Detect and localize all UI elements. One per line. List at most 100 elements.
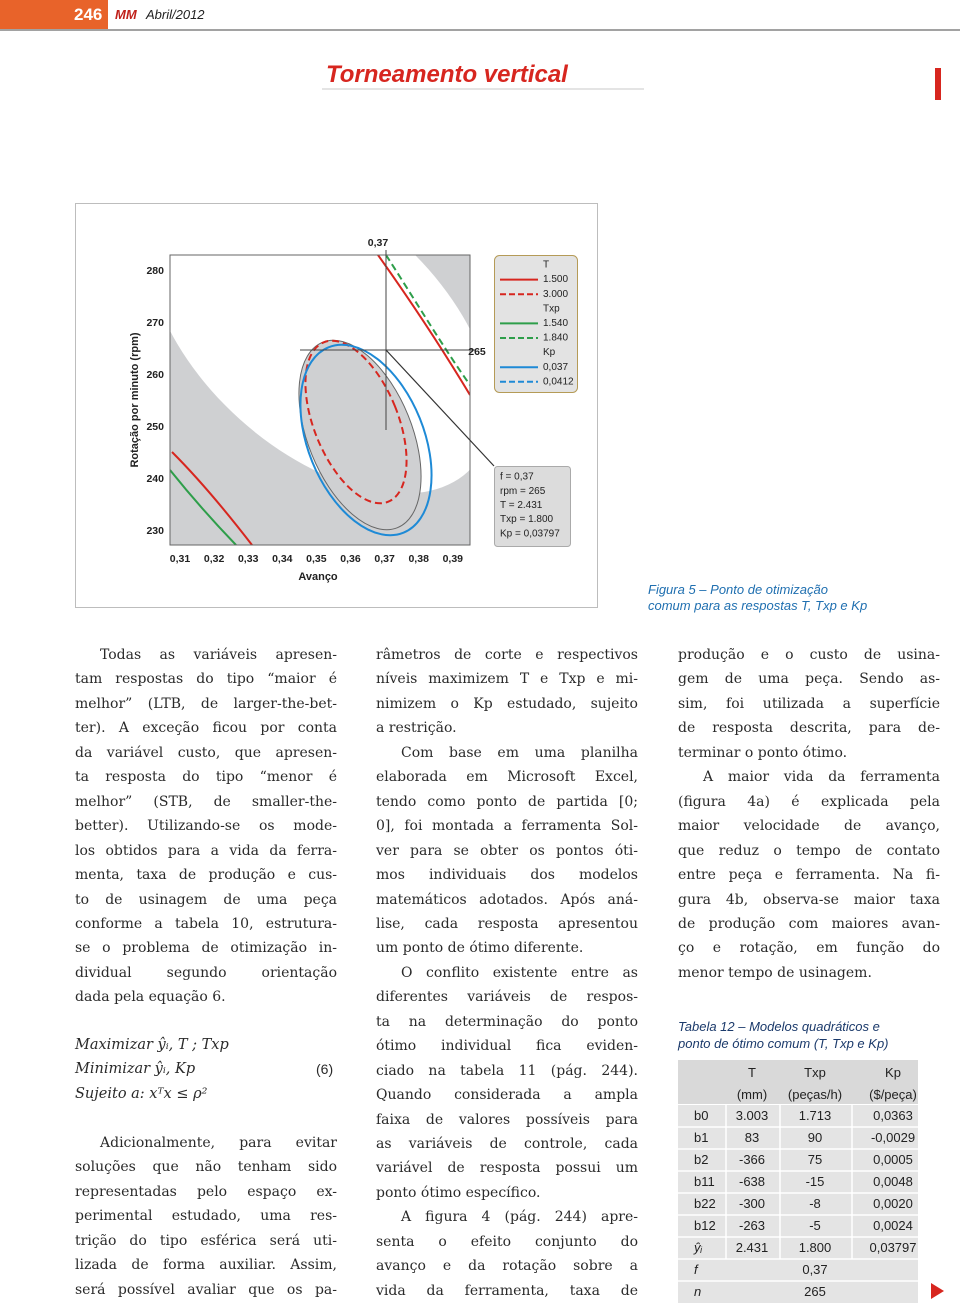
y-axis-label: Rotação por minuto (rpm) <box>129 332 141 467</box>
body-text-line: ciado na tabela 11 (pág. 244). <box>376 1062 638 1079</box>
body-text-line: gura 4b, observa-se maior taxa <box>678 891 940 908</box>
equation-number: (6) <box>316 1061 334 1077</box>
body-text-line: avanço e da rotação sobre a <box>376 1258 638 1275</box>
body-text-line: de produção com maiores avan- <box>678 915 940 932</box>
legend-group-title: Kp <box>543 347 556 358</box>
table-cell: 1.800 <box>798 1240 832 1255</box>
table-row-label: b0 <box>694 1108 709 1123</box>
contour-t-3000 <box>304 339 408 505</box>
body-text-line: (figura 4a) é explicada pela <box>678 793 940 810</box>
x-tick-label: 0,37 <box>374 553 395 565</box>
table-caption: Tabela 12 – Modelos quadráticos e <box>678 1019 880 1034</box>
body-text-line: faixa de valores possíveis para <box>376 1111 638 1128</box>
plot-area <box>170 255 470 545</box>
table-cell: 265 <box>804 1284 826 1299</box>
body-text-line: to de usinagem de uma peça <box>75 891 337 908</box>
body-text-line: 0], foi montada a ferramenta Sol- <box>376 818 638 835</box>
table-cell: 0,03797 <box>869 1240 917 1255</box>
table-cell: -300 <box>738 1196 766 1211</box>
body-text-line: menor tempo de usinagem. <box>678 964 872 981</box>
page-number-block <box>0 0 108 29</box>
figure-caption: Figura 5 – Ponto de otimização <box>648 582 828 597</box>
point-feed-label: 0,37 <box>368 237 389 249</box>
body-text-line: soluções que não tenham sido <box>75 1159 337 1176</box>
body-text-line: ótimo individual fica eviden- <box>376 1038 638 1055</box>
table-header-bg <box>678 1060 918 1104</box>
y-tick-label: 270 <box>146 317 164 329</box>
body-text-line: maior velocidade de avanço, <box>678 818 940 835</box>
x-tick-label: 0,36 <box>340 553 361 565</box>
body-text-line: ço e rotação, em função do <box>678 940 940 957</box>
table-row-label: b12 <box>694 1218 716 1233</box>
point-rpm-label: 265 <box>468 346 486 358</box>
body-text-line: râmetros de corte e respectivos <box>376 647 638 663</box>
body-text-line: Quando considerada a ampla <box>376 1087 638 1104</box>
body-text-line: A maior vida da ferramenta <box>703 769 940 786</box>
table-cell: -263 <box>738 1218 766 1233</box>
body-text-line: a restrição. <box>376 720 457 737</box>
callout-line <box>385 349 495 467</box>
table-cell: -5 <box>809 1218 821 1233</box>
body-text-line: ponto ótimo específico. <box>376 1184 541 1201</box>
body-text-line: dividual segundo orientação <box>75 964 337 981</box>
x-tick-label: 0,31 <box>170 553 191 565</box>
plot-border <box>169 254 471 546</box>
table-cell: 0,0048 <box>873 1174 913 1189</box>
table-row-label: b2 <box>694 1152 709 1167</box>
table-header: Txp <box>804 1065 826 1080</box>
x-tick-label: 0,38 <box>408 553 429 565</box>
body-text-line: nimizem o Kp estudado, sujeito <box>376 695 638 712</box>
legend-entry: 1.500 <box>543 274 568 285</box>
table-cell: -366 <box>738 1152 766 1167</box>
page-number: 246 <box>74 5 103 24</box>
y-tick-label: 260 <box>146 369 164 381</box>
body-text-line: perimental estudado, uma res- <box>75 1208 337 1225</box>
contour-t-1500 <box>377 255 470 396</box>
x-tick-label: 0,34 <box>272 553 293 565</box>
body-text-line: ver para se obter os pontos óti- <box>376 842 638 859</box>
y-tick-label: 280 <box>146 265 164 277</box>
x-tick-label: 0,32 <box>204 553 225 565</box>
table-row-label: ŷᵢ <box>694 1240 703 1255</box>
body-text-line: matemáticos adotados. Após aná- <box>376 891 638 908</box>
body-text-line: será possível avaliar que os pa- <box>75 1281 337 1298</box>
body-text-line: melhor” (STB, de smaller-the- <box>75 793 337 810</box>
table-row-label: b22 <box>694 1196 716 1211</box>
body-text-line: los obtidos para a vida da ferra- <box>75 842 337 859</box>
body-text-line: que reduz o tempo de contato <box>678 842 940 859</box>
body-text-line: tendo como ponto de partida [0; <box>376 793 638 810</box>
equation-line: Maximizar ŷᵢ, T ; Txp <box>75 1037 229 1053</box>
section-marker <box>935 68 941 100</box>
body-text-line: melhor” (LTB, de larger-the-bet- <box>75 695 337 712</box>
issue-date: Abril/2012 <box>146 7 205 22</box>
body-text-line: representadas pelo espaço ex- <box>75 1183 337 1200</box>
info-line: Txp = 1.800 <box>500 514 554 525</box>
legend-group-title: T <box>543 260 549 271</box>
article-title: Torneamento vertical <box>326 61 568 88</box>
table-body-bg <box>678 1105 918 1303</box>
magazine-logo: MM <box>115 7 137 22</box>
table-cell: 1.713 <box>798 1108 832 1123</box>
body-text-line: conforme a tabela 10, estrutura- <box>75 915 337 932</box>
legend-entry: 1.540 <box>543 318 568 329</box>
table-caption: ponto de ótimo comum (T, Txp e Kp) <box>678 1036 889 1051</box>
y-tick-label: 230 <box>146 525 164 537</box>
table-header: T <box>748 1065 756 1080</box>
body-text-line: tam respostas do tipo “maior é <box>75 671 337 688</box>
legend-entry: 1.840 <box>543 333 568 344</box>
body-text-line: dada pela equação 6. <box>75 989 226 1006</box>
info-line: Kp = 0,03797 <box>500 528 560 539</box>
x-tick-label: 0,33 <box>238 553 259 565</box>
legend-entry: 0,037 <box>543 362 568 373</box>
contour-kp-0037 <box>299 343 433 537</box>
body-text-line: lizada de forma auxiliar. Assim, <box>75 1257 337 1274</box>
legend-group-title: Txp <box>543 303 560 314</box>
table-row-label: n <box>694 1284 702 1299</box>
figure-caption: comum para as respostas T, Txp e Kp <box>648 598 868 613</box>
body-text-line: ta resposta do tipo “menor é <box>75 769 337 786</box>
equation-line: Sujeito a: xᵀx ≤ ρ² <box>75 1085 208 1102</box>
legend-entry: 3.000 <box>543 289 568 300</box>
